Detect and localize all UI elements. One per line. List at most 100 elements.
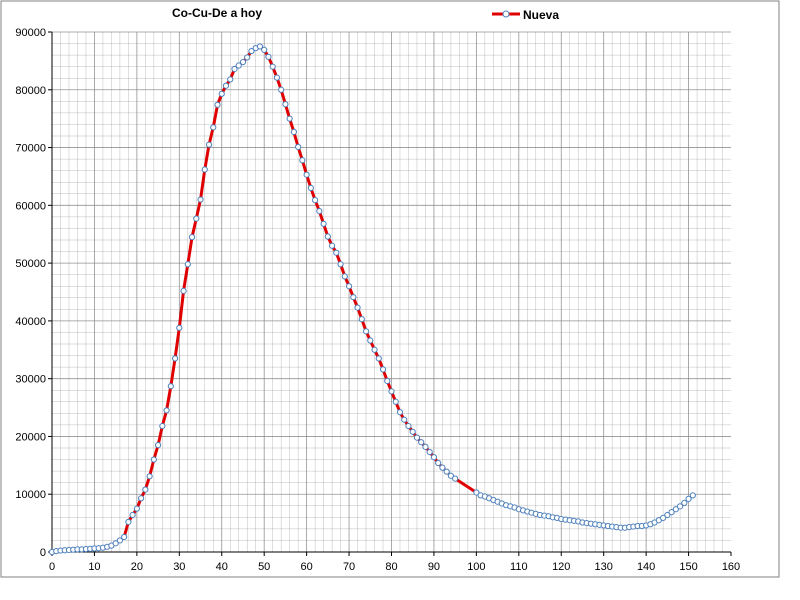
data-point (184, 261, 191, 268)
data-point (668, 509, 675, 516)
legend: Nueva (492, 8, 559, 22)
x-tick-label: 120 (552, 561, 570, 573)
data-point (248, 47, 255, 55)
x-tick-label: 60 (301, 561, 313, 573)
data-point (435, 459, 442, 467)
data-point (138, 495, 145, 502)
data-point (443, 468, 450, 475)
data-point (214, 101, 221, 108)
y-tick-label: 80000 (15, 85, 46, 97)
data-point (125, 518, 132, 526)
x-tick-label: 70 (343, 561, 355, 573)
y-tick-label: 10000 (15, 489, 46, 501)
data-point (222, 82, 230, 89)
data-point (299, 157, 306, 164)
data-point (286, 115, 293, 122)
data-point (269, 63, 276, 70)
data-point (193, 215, 200, 222)
data-point (282, 101, 289, 108)
data-point (176, 324, 183, 331)
data-point (265, 53, 272, 60)
chart-title: Co-Cu-De a hoy (172, 6, 262, 20)
data-point (430, 454, 438, 461)
data-point (345, 283, 353, 290)
data-point (664, 511, 671, 519)
data-point (197, 196, 204, 203)
data-point (379, 366, 387, 373)
data-point (261, 46, 268, 54)
data-point (218, 90, 225, 97)
data-point (392, 398, 399, 405)
data-point (422, 443, 429, 450)
data-point (676, 503, 684, 510)
data-point (350, 294, 357, 301)
y-tick-label: 20000 (15, 431, 46, 443)
data-point (154, 442, 162, 449)
data-point (401, 416, 408, 423)
x-tick-label: 10 (88, 561, 100, 573)
data-point (341, 273, 348, 280)
x-tick-label: 80 (385, 561, 397, 573)
data-point (188, 234, 196, 241)
data-point (316, 208, 323, 215)
data-point (689, 492, 696, 499)
data-point (328, 242, 336, 249)
data-point (290, 128, 297, 136)
x-tick-label: 100 (467, 561, 485, 573)
data-point (163, 407, 170, 414)
legend-label: Nueva (523, 8, 559, 22)
x-tick-label: 20 (131, 561, 143, 573)
data-point (358, 316, 365, 323)
data-point (409, 428, 416, 435)
tick-labels: 0 10 20 30 40 50 60 70 80 90 100 110 120 130 140 150 160… (15, 27, 740, 573)
data-point (371, 346, 378, 353)
data-point (405, 422, 412, 430)
data-point (112, 540, 119, 547)
data-point (273, 74, 281, 81)
data-point (121, 533, 128, 541)
data-point (681, 499, 688, 506)
data-point (295, 143, 302, 151)
data-point (324, 233, 331, 240)
y-tick-label: 40000 (15, 316, 46, 328)
data-point (337, 261, 344, 268)
y-tick-label: 70000 (15, 143, 46, 155)
data-point (672, 506, 679, 513)
data-point (354, 304, 361, 311)
data-point (413, 434, 421, 441)
data-point (180, 287, 187, 294)
data-point (256, 43, 264, 50)
data-point (384, 377, 391, 385)
data-point (231, 65, 238, 73)
data-point (201, 166, 208, 173)
x-tick-label: 110 (510, 561, 528, 573)
data-point (685, 495, 692, 502)
data-point (396, 409, 404, 416)
data-point (307, 184, 314, 192)
data-point (362, 328, 370, 335)
data-point (303, 171, 310, 178)
y-tick-label: 50000 (15, 258, 46, 270)
data-point (447, 472, 455, 479)
series-nueva (48, 43, 696, 556)
x-tick-label: 160 (722, 561, 740, 573)
data-point (150, 456, 157, 463)
grid (52, 31, 731, 552)
data-point (210, 124, 217, 131)
data-point (418, 439, 425, 446)
axes (48, 31, 732, 556)
data-point (660, 514, 667, 522)
y-tick-label: 0 (40, 547, 46, 559)
data-point (244, 54, 251, 61)
legend-marker (502, 10, 510, 18)
data-point (367, 337, 374, 344)
x-tick-label: 130 (595, 561, 613, 573)
data-point (439, 464, 446, 471)
data-point (116, 537, 124, 544)
x-tick-label: 0 (49, 561, 55, 573)
data-point (159, 422, 166, 430)
data-point (473, 489, 480, 496)
data-point (333, 249, 340, 256)
